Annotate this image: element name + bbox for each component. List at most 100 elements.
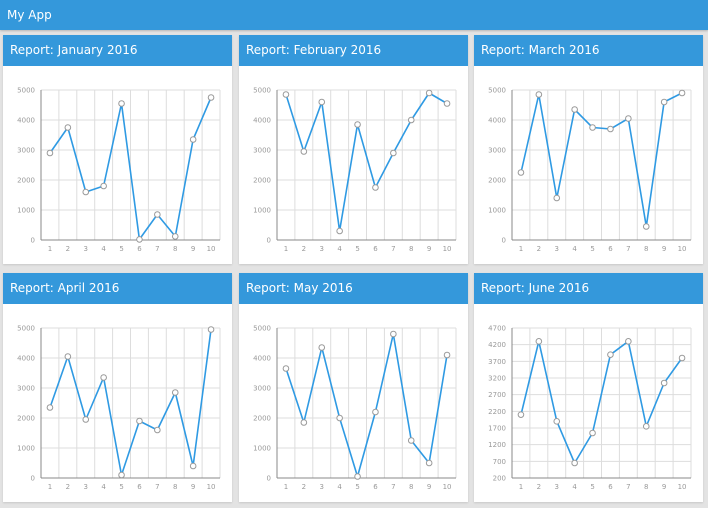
data-point: [300, 148, 308, 155]
x-tick-label: 3: [555, 483, 559, 491]
y-tick-label: 1200: [488, 441, 506, 449]
x-tick-label: 2: [66, 245, 70, 253]
y-tick-label: 3000: [488, 147, 506, 155]
x-tick-label: 4: [572, 245, 577, 253]
panel-header: Report: February 2016: [239, 35, 468, 66]
data-point: [443, 351, 451, 359]
app-title: My App: [7, 8, 52, 22]
x-tick-label: 4: [101, 245, 106, 253]
y-tick-label: 3000: [253, 385, 271, 393]
data-point: [407, 437, 415, 444]
data-point: [118, 100, 125, 107]
x-tick-label: 4: [337, 483, 342, 491]
line-chart: 0 1000 2000 3000 4000 5000 1 2 3 4 5 6 7 8 9 10: [253, 87, 457, 253]
y-tick-label: 1000: [488, 207, 506, 215]
line-chart: 0 1000 2000 3000 4000 5000 1 2 3 4 5 6 7 8 9 10: [488, 87, 692, 253]
y-tick-label: 2000: [253, 415, 271, 423]
x-tick-label: 8: [644, 245, 648, 253]
x-tick-label: 10: [207, 483, 216, 491]
x-tick-label: 1: [284, 245, 288, 253]
panel-header: Report: June 2016: [474, 273, 703, 304]
series-line: [520, 92, 683, 228]
y-tick-label: 3000: [253, 147, 271, 155]
series-line: [49, 97, 212, 241]
y-tick-label: 700: [493, 458, 506, 466]
y-tick-label: 2000: [488, 177, 506, 185]
x-tick-label: 5: [119, 483, 123, 491]
data-point: [425, 459, 433, 467]
data-point: [207, 94, 215, 101]
y-tick-label: 4000: [253, 117, 271, 125]
data-point: [425, 89, 433, 97]
data-point: [571, 106, 578, 113]
x-tick-label: 6: [373, 483, 378, 491]
y-tick-label: 2700: [488, 391, 506, 399]
report-panel-may: Report: May 2016 0 1000 2000 3000 4000 5000 1 2…: [239, 273, 468, 502]
series-line: [285, 333, 448, 478]
y-tick-label: 4000: [17, 355, 35, 363]
x-tick-label: 5: [355, 245, 359, 253]
x-tick-label: 3: [555, 245, 559, 253]
x-tick-label: 7: [626, 483, 630, 491]
x-tick-label: 9: [191, 245, 195, 253]
data-point: [100, 182, 107, 190]
x-tick-label: 7: [391, 245, 395, 253]
x-tick-label: 5: [590, 483, 594, 491]
data-point: [136, 236, 143, 243]
data-point: [517, 169, 525, 176]
data-point: [535, 91, 543, 98]
data-point: [154, 211, 161, 218]
x-tick-label: 9: [662, 483, 666, 491]
series-line: [49, 329, 212, 476]
y-tick-label: 0: [502, 237, 506, 245]
x-tick-label: 6: [137, 483, 142, 491]
x-tick-label: 3: [320, 245, 324, 253]
data-point: [282, 91, 290, 98]
data-point: [372, 184, 379, 191]
data-point: [625, 115, 632, 122]
x-tick-label: 4: [101, 483, 106, 491]
y-tick-label: 5000: [253, 325, 271, 333]
x-tick-label: 10: [678, 483, 687, 491]
data-point: [678, 89, 686, 97]
series-line: [285, 92, 448, 232]
data-point: [336, 227, 343, 235]
y-tick-label: 1000: [17, 207, 35, 215]
data-point: [154, 426, 161, 434]
x-tick-label: 2: [302, 483, 306, 491]
data-point: [372, 408, 379, 416]
x-tick-label: 6: [137, 245, 142, 253]
data-point: [354, 121, 361, 128]
data-point: [207, 326, 215, 333]
data-point: [390, 149, 397, 157]
data-point: [443, 100, 451, 107]
x-tick-label: 2: [302, 245, 306, 253]
y-tick-label: 2000: [17, 177, 35, 185]
data-point: [589, 124, 596, 131]
data-point: [189, 462, 197, 470]
x-tick-label: 5: [119, 245, 123, 253]
report-panel-february: Report: February 2016 0 1000 2000 3000 4000 5…: [239, 35, 468, 264]
app-bar: My App: [0, 0, 708, 30]
x-tick-label: 4: [572, 483, 577, 491]
data-point: [660, 379, 668, 387]
x-tick-label: 1: [48, 483, 52, 491]
line-chart: 0 1000 2000 3000 4000 5000 1 2 3 4 5 6 7 8 9 10: [253, 325, 457, 491]
data-point: [517, 411, 525, 418]
x-tick-label: 3: [84, 483, 88, 491]
x-tick-label: 3: [84, 245, 88, 253]
report-panel-april: Report: April 2016 0 1000 2000 3000 4000 5000…: [3, 273, 232, 502]
data-point: [64, 124, 72, 131]
x-tick-label: 1: [48, 245, 52, 253]
x-tick-label: 6: [373, 245, 378, 253]
data-point: [82, 416, 90, 423]
x-tick-label: 8: [644, 483, 648, 491]
y-tick-label: 2000: [253, 177, 271, 185]
y-tick-label: 5000: [17, 87, 35, 95]
data-point: [189, 136, 197, 143]
x-tick-label: 1: [519, 483, 523, 491]
x-tick-label: 10: [678, 245, 687, 253]
x-tick-label: 7: [391, 483, 395, 491]
panel-header: Report: April 2016: [3, 273, 232, 304]
x-tick-label: 7: [155, 483, 159, 491]
